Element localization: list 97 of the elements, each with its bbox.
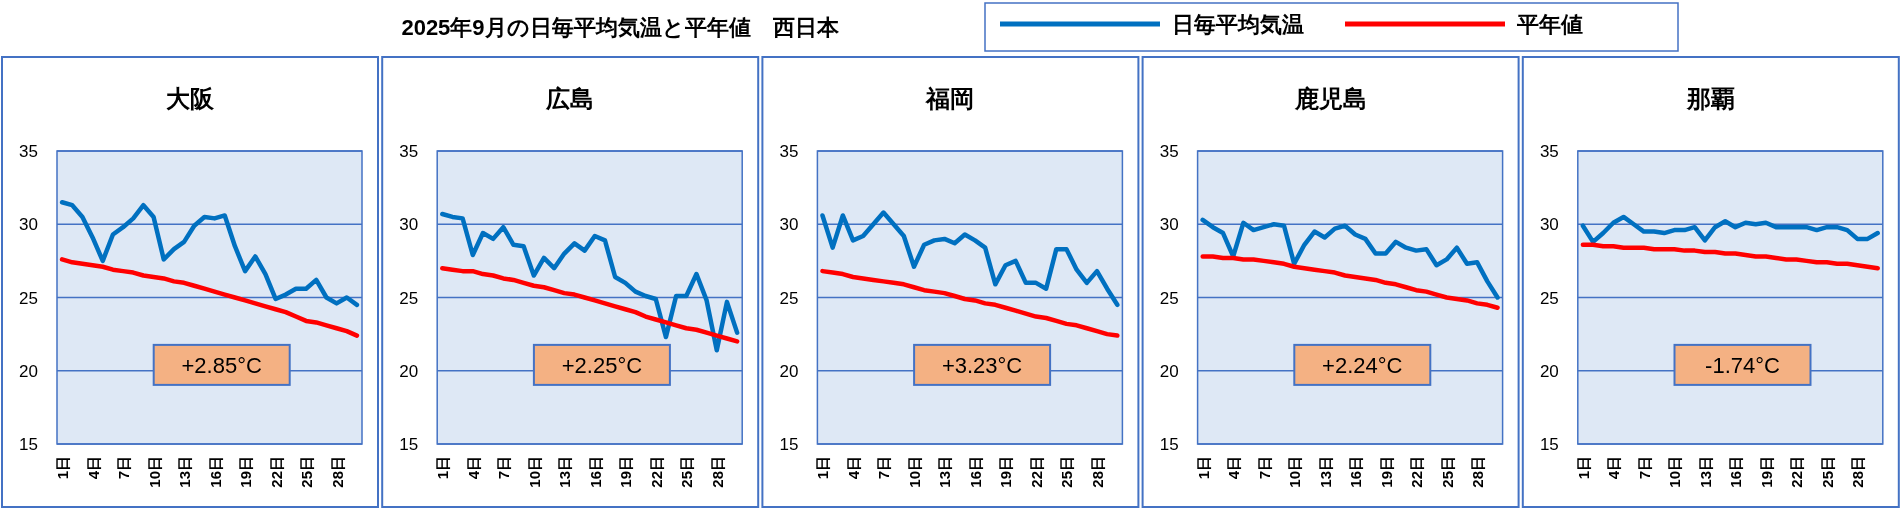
x-tick-label: 7日 [1255, 456, 1273, 480]
x-tick-label: 19日 [997, 456, 1015, 488]
y-tick-label: 35 [399, 142, 419, 161]
legend: 日毎平均気温 平年値 [984, 2, 1679, 52]
chart-title: 大阪 [166, 85, 215, 112]
y-tick-label: 25 [1539, 288, 1559, 308]
x-tick-label: 28日 [1849, 456, 1867, 488]
line-series [1200, 254, 1500, 310]
x-tick-label: 4日 [844, 456, 862, 480]
x-tick-label: 4日 [1225, 456, 1243, 480]
x-tick-label: 13日 [176, 456, 194, 488]
x-tick-label: 10日 [145, 456, 163, 488]
x-tick-label: 7日 [1635, 456, 1653, 480]
y-tick-label: 30 [1539, 215, 1559, 235]
y-tick-label: 20 [399, 361, 419, 381]
y-tick-label: 30 [1159, 215, 1179, 235]
y-tick-label: 30 [19, 215, 38, 235]
y-tick-label: 25 [399, 288, 419, 308]
x-tick-label: 1日 [434, 456, 452, 480]
x-tick-label: 16日 [966, 456, 984, 488]
text: 2025年9月の日毎平均気温と平年値 西日本 [401, 15, 840, 40]
x-tick-label: 10日 [525, 456, 543, 488]
line-series [59, 257, 360, 338]
line-series [1580, 214, 1880, 245]
x-tick-label: 4日 [1605, 456, 1623, 480]
y-tick-label: 20 [779, 361, 799, 381]
x-tick-label: 25日 [678, 456, 696, 488]
x-tick-label: 16日 [1347, 456, 1365, 488]
y-tick-label: 25 [19, 288, 38, 308]
y-tick-label: 20 [1159, 361, 1179, 381]
x-tick-label: 22日 [267, 456, 285, 488]
x-tick-label: 25日 [1058, 456, 1076, 488]
x-tick-label: 22日 [1408, 456, 1426, 488]
x-tick-label: 28日 [328, 456, 346, 488]
x-tick-label: 1日 [1194, 456, 1212, 480]
y-tick-label: 25 [779, 288, 799, 308]
x-tick-label: 22日 [1788, 456, 1806, 488]
y-tick-label: 35 [19, 142, 38, 161]
y-tick-label: 30 [399, 215, 419, 235]
chart-title: 鹿児島 [1293, 85, 1367, 112]
x-tick-label: 13日 [1316, 456, 1334, 488]
line-series [820, 210, 1120, 308]
x-tick-label: 19日 [237, 456, 255, 488]
chart-title: 広島 [545, 85, 595, 112]
line-series [59, 200, 360, 308]
x-tick-label: 1日 [814, 456, 832, 480]
line-series [440, 265, 740, 344]
chart-title: 那覇 [1685, 85, 1735, 112]
y-tick-label: 15 [1159, 435, 1179, 454]
y-tick-label: 35 [1159, 142, 1179, 161]
x-tick-label: 4日 [84, 456, 102, 480]
x-tick-label: 16日 [586, 456, 604, 488]
x-tick-label: 19日 [617, 456, 635, 488]
y-tick-label: 25 [1159, 288, 1179, 308]
y-tick-label: 15 [1539, 435, 1559, 454]
x-tick-label: 25日 [1438, 456, 1456, 488]
y-tick-label: 15 [19, 435, 38, 454]
x-tick-label: 10日 [1286, 456, 1304, 488]
annotation: +3.23°C [941, 352, 1023, 378]
x-tick-label: 16日 [1727, 456, 1745, 488]
x-tick-label: 10日 [905, 456, 923, 488]
y-tick-label: 30 [779, 215, 799, 235]
chart-title: 福岡 [925, 85, 975, 112]
y-tick-label: 20 [1539, 361, 1559, 381]
annotation: +2.85°C [181, 352, 262, 378]
y-tick-label: 35 [779, 142, 799, 161]
x-tick-label: 28日 [708, 456, 726, 488]
line-series [1580, 242, 1880, 271]
y-tick-label: 15 [779, 435, 799, 454]
annotation: +2.25°C [561, 352, 643, 378]
x-tick-label: 1日 [54, 456, 72, 480]
x-tick-label: 19日 [1377, 456, 1395, 488]
x-tick-label: 1日 [1574, 456, 1592, 480]
x-tick-label: 13日 [936, 456, 954, 488]
line-series [440, 211, 740, 353]
x-tick-label: 22日 [1027, 456, 1045, 488]
x-tick-label: 7日 [495, 456, 513, 480]
annotation: -1.74°C [1705, 352, 1781, 378]
y-tick-label: 20 [19, 361, 38, 381]
annotation: +2.24°C [1322, 352, 1403, 378]
y-tick-label: 15 [399, 435, 419, 454]
line-series [820, 268, 1120, 338]
x-tick-label: 28日 [1469, 456, 1487, 488]
x-tick-label: 22日 [647, 456, 665, 488]
x-tick-label: 7日 [875, 456, 893, 480]
line-series [1200, 217, 1500, 300]
x-tick-label: 7日 [115, 456, 133, 480]
x-tick-label: 10日 [1666, 456, 1684, 488]
x-tick-label: 13日 [556, 456, 574, 488]
x-tick-label: 4日 [464, 456, 482, 480]
x-tick-label: 25日 [1818, 456, 1836, 488]
x-tick-label: 16日 [206, 456, 224, 488]
x-tick-label: 25日 [298, 456, 316, 488]
x-tick-label: 13日 [1696, 456, 1714, 488]
x-tick-label: 19日 [1757, 456, 1775, 488]
x-tick-label: 28日 [1088, 456, 1106, 488]
y-tick-label: 35 [1539, 142, 1559, 161]
